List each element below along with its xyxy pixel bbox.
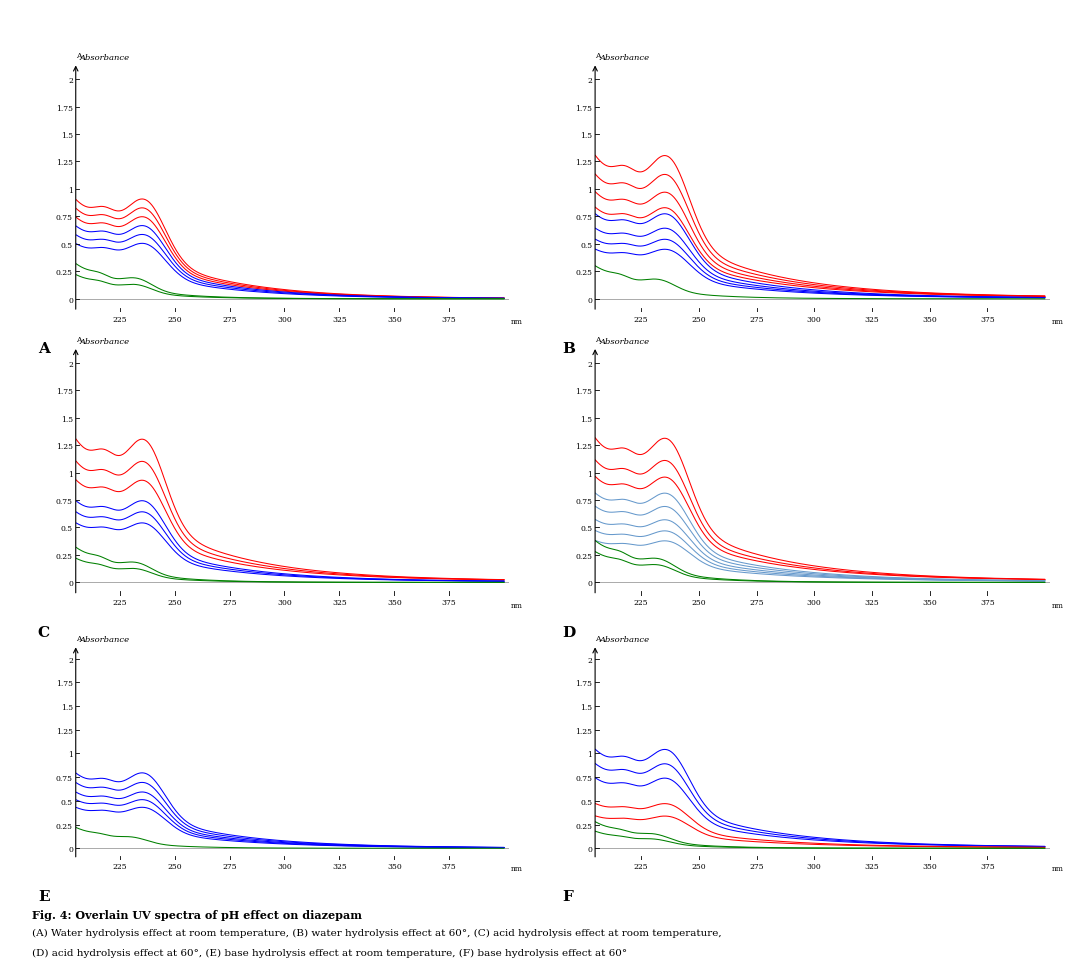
Text: Absorbance: Absorbance xyxy=(599,636,650,644)
Text: A: A xyxy=(38,342,50,356)
Text: nm: nm xyxy=(511,602,523,610)
Text: Absorbance: Absorbance xyxy=(599,55,650,63)
Text: Absorbance: Absorbance xyxy=(599,338,650,346)
Text: (A) Water hydrolysis effect at room temperature, (B) water hydrolysis effect at : (A) Water hydrolysis effect at room temp… xyxy=(32,928,722,937)
Text: C: C xyxy=(38,625,50,639)
Text: (D) acid hydrolysis effect at 60°, (E) base hydrolysis effect at room temperatur: (D) acid hydrolysis effect at 60°, (E) b… xyxy=(32,948,628,956)
Text: Absorbance: Absorbance xyxy=(80,338,130,346)
Text: F: F xyxy=(563,889,573,903)
Text: A: A xyxy=(76,52,81,61)
Text: nm: nm xyxy=(511,319,523,326)
Text: D: D xyxy=(563,625,576,639)
Text: A: A xyxy=(76,335,81,344)
Text: A: A xyxy=(595,52,601,61)
Text: nm: nm xyxy=(1052,319,1064,326)
Text: nm: nm xyxy=(511,865,523,872)
Text: A: A xyxy=(595,634,601,642)
Text: A: A xyxy=(76,634,81,642)
Text: nm: nm xyxy=(1052,865,1064,872)
Text: Absorbance: Absorbance xyxy=(80,55,130,63)
Text: B: B xyxy=(563,342,576,356)
Text: nm: nm xyxy=(1052,602,1064,610)
Text: Absorbance: Absorbance xyxy=(80,636,130,644)
Text: A: A xyxy=(595,335,601,344)
Text: E: E xyxy=(38,889,50,903)
Text: Fig. 4: Overlain UV spectra of pH effect on diazepam: Fig. 4: Overlain UV spectra of pH effect… xyxy=(32,909,362,919)
